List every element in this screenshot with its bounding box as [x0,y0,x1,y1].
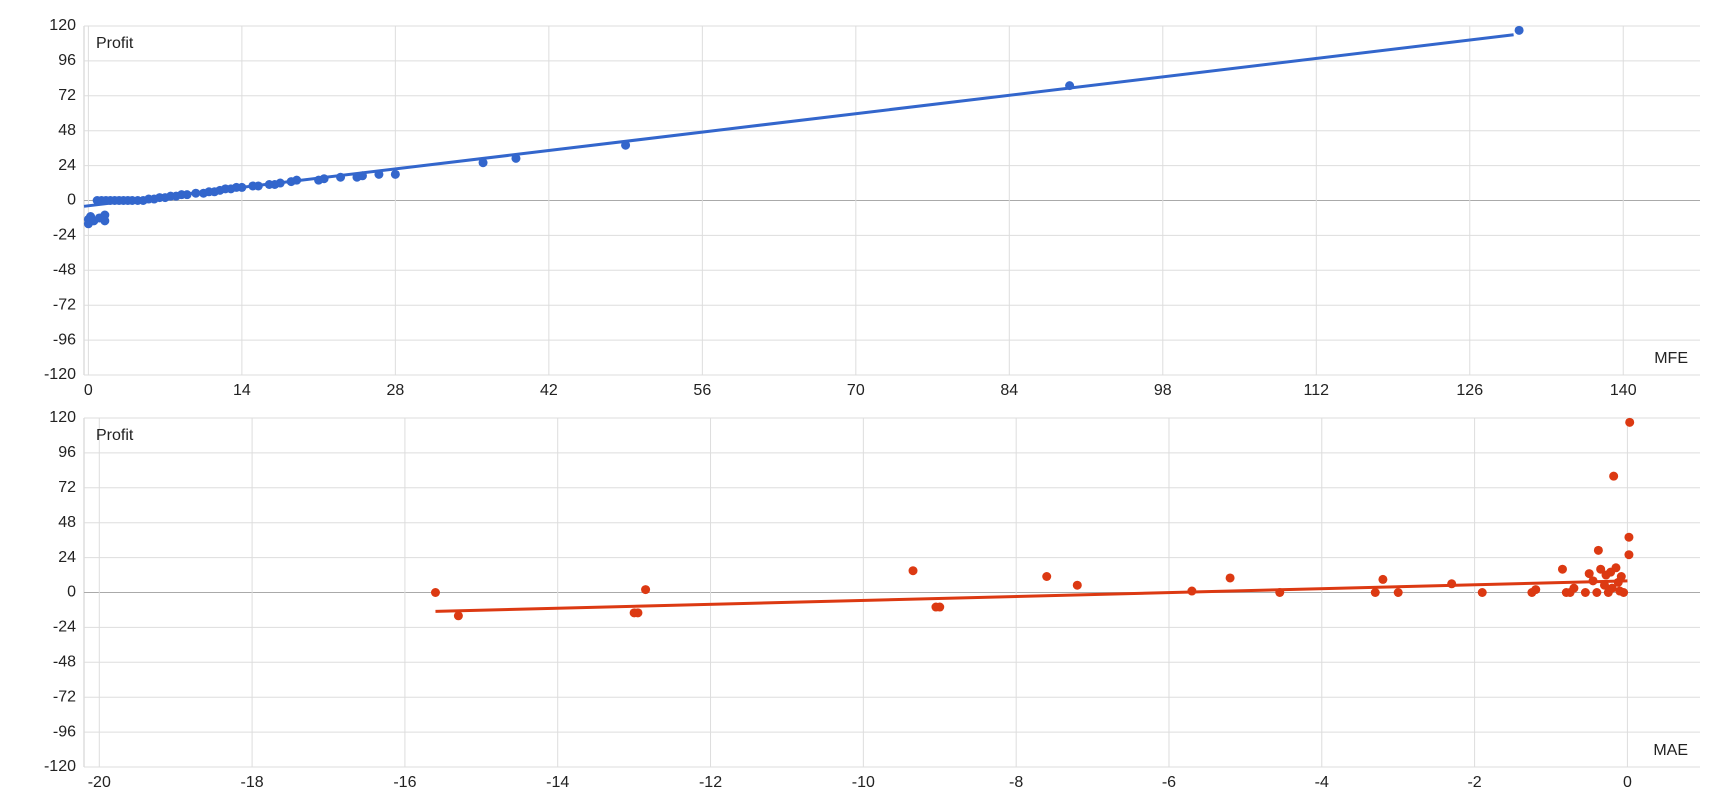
y-tick-label: 48 [58,122,76,139]
x-tick-label: -16 [393,774,416,791]
x-tick-label: -10 [852,774,875,791]
x-tick-label: -14 [546,774,569,791]
point [1393,588,1403,597]
point [1378,574,1388,584]
point [1593,545,1603,555]
x-tick-label: 140 [1610,382,1637,399]
x-tick-label: 42 [540,382,558,399]
y-tick-label: -72 [53,296,76,313]
trendline [435,579,1628,613]
x-tick-label: -6 [1162,774,1176,791]
y-tick-label: 0 [67,584,76,601]
point [1584,569,1594,579]
x-tick-label: -12 [699,774,722,791]
y-tick-label: 24 [58,157,76,174]
y-tick-label: -120 [44,758,76,775]
y-tick-label: 120 [49,17,76,34]
point [453,611,463,621]
point [100,216,110,226]
y-tick-label: -48 [53,654,76,671]
point [1616,572,1626,582]
point [1370,588,1380,597]
point [641,585,651,595]
x-tick-label: 0 [1623,774,1632,791]
y-tick-label: 72 [58,87,76,104]
y-tick-label: -48 [53,262,76,279]
x-tick-label: 126 [1456,382,1483,399]
point [1531,585,1541,595]
y-tick-label: -72 [53,688,76,705]
x-tick-label: 14 [233,382,251,399]
y-tick-label: 72 [58,479,76,496]
y-tick-label: -96 [53,723,76,740]
point [1611,563,1621,573]
y-tick-label: 0 [67,192,76,209]
point [1609,471,1619,481]
x-tick-label: -18 [241,774,264,791]
y-tick-label: -24 [53,619,76,636]
x-tick-label: 56 [693,382,711,399]
point [1477,588,1487,597]
point [1225,573,1235,583]
point [1624,550,1634,560]
point [1514,25,1524,35]
x-axis-label: MAE [1653,742,1688,759]
x-tick-label: -8 [1009,774,1023,791]
x-tick-label: -2 [1467,774,1481,791]
point [633,608,643,618]
point [1607,583,1617,593]
x-tick-label: 70 [847,382,865,399]
y-tick-label: 96 [58,52,76,69]
point [1557,564,1567,574]
point [478,158,488,168]
x-axis-label: MFE [1654,350,1688,367]
point [1042,572,1052,582]
point [1596,564,1606,574]
point [1624,532,1634,542]
y-axis-label: Profit [96,427,134,444]
y-tick-label: 120 [49,409,76,426]
point [1569,583,1579,593]
point [1072,580,1082,590]
x-tick-label: -4 [1315,774,1329,791]
y-tick-label: -96 [53,331,76,348]
x-tick-label: 0 [84,382,93,399]
x-tick-label: -20 [88,774,111,791]
y-tick-label: -120 [44,366,76,383]
y-tick-label: -24 [53,227,76,244]
point [1580,588,1590,597]
y-tick-label: 96 [58,444,76,461]
point [390,169,400,179]
point [1619,588,1629,597]
x-tick-label: 98 [1154,382,1172,399]
x-tick-label: 28 [386,382,404,399]
point [1592,588,1602,597]
y-axis-label: Profit [96,35,134,52]
trendline [83,33,1514,208]
point [908,566,918,576]
point [1625,417,1635,427]
point [430,588,440,597]
y-tick-label: 48 [58,514,76,531]
y-tick-label: 24 [58,549,76,566]
x-tick-label: 112 [1304,382,1330,399]
x-tick-label: 84 [1000,382,1018,399]
point [935,602,945,612]
